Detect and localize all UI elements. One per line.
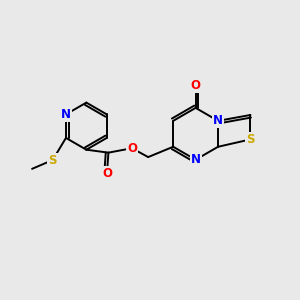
Text: N: N <box>61 108 71 121</box>
Text: S: S <box>246 133 255 146</box>
Text: O: O <box>102 167 112 180</box>
Text: S: S <box>48 154 57 166</box>
Text: O: O <box>190 79 201 92</box>
Text: N: N <box>190 153 201 166</box>
Text: N: N <box>213 114 223 127</box>
Text: O: O <box>127 142 137 155</box>
